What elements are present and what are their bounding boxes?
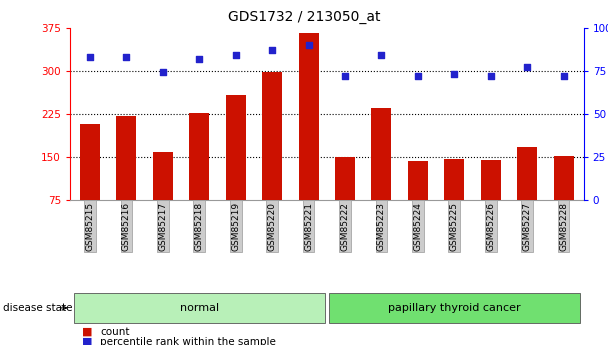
Point [376, 52, 386, 58]
Point [122, 54, 131, 60]
Text: GSM85226: GSM85226 [486, 202, 496, 251]
Point [340, 73, 350, 79]
Text: papillary thyroid cancer: papillary thyroid cancer [388, 303, 520, 313]
Point [268, 47, 277, 53]
Text: GSM85227: GSM85227 [523, 202, 532, 251]
Text: GSM85221: GSM85221 [304, 202, 313, 251]
Text: GSM85224: GSM85224 [413, 202, 423, 251]
Text: normal: normal [180, 303, 219, 313]
Bar [517, 147, 537, 200]
Text: GSM85225: GSM85225 [450, 202, 459, 251]
Bar [444, 159, 465, 200]
Bar [408, 161, 428, 200]
Bar [299, 33, 319, 200]
Point [158, 70, 168, 75]
Text: GSM85218: GSM85218 [195, 202, 204, 251]
Bar [189, 113, 209, 200]
Point [449, 71, 459, 77]
Bar [116, 116, 136, 200]
Text: GSM85219: GSM85219 [231, 202, 240, 251]
Text: disease state: disease state [3, 303, 72, 313]
Bar [481, 160, 501, 200]
Text: GSM85220: GSM85220 [268, 202, 277, 251]
Bar [554, 156, 574, 200]
Text: GDS1732 / 213050_at: GDS1732 / 213050_at [228, 10, 380, 24]
Bar [371, 108, 392, 200]
Text: ■: ■ [82, 337, 92, 345]
Point [195, 56, 204, 61]
Text: GSM85216: GSM85216 [122, 202, 131, 251]
Point [231, 52, 241, 58]
Bar [80, 124, 100, 200]
Point [486, 73, 496, 79]
Point [413, 73, 423, 79]
Text: ■: ■ [82, 327, 92, 337]
Bar [153, 152, 173, 200]
Text: percentile rank within the sample: percentile rank within the sample [100, 337, 276, 345]
Point [522, 65, 532, 70]
Bar [262, 72, 282, 200]
Point [304, 42, 314, 48]
Text: GSM85222: GSM85222 [340, 202, 350, 251]
Text: count: count [100, 327, 130, 337]
Bar [335, 157, 355, 200]
Point [559, 73, 568, 79]
Text: GSM85228: GSM85228 [559, 202, 568, 251]
Text: GSM85223: GSM85223 [377, 202, 386, 251]
Bar [226, 95, 246, 200]
Text: GSM85215: GSM85215 [86, 202, 94, 251]
Text: GSM85217: GSM85217 [158, 202, 167, 251]
Point [85, 54, 95, 60]
